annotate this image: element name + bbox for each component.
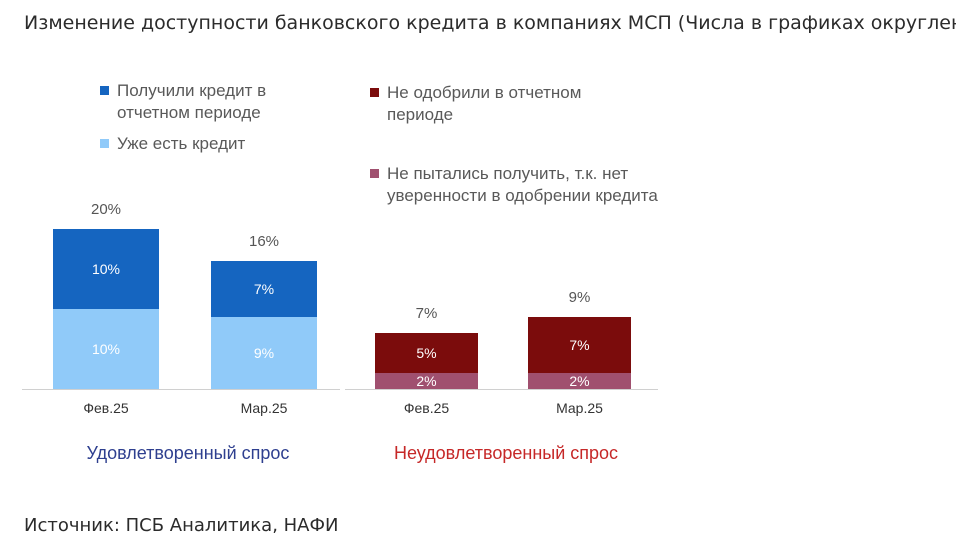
x-tick-label-g0-c0: Фев.25 xyxy=(83,400,129,416)
legend-swatch-not-tried xyxy=(370,169,379,178)
bar-value-label-g1-c0-s1: 5% xyxy=(416,345,436,361)
bar-total-label-g1-c1: 9% xyxy=(569,289,591,306)
bar-value-label-g0-c1-s0: 9% xyxy=(254,345,274,361)
bar-segment-g0-c1-s1 xyxy=(211,261,317,317)
legend-label-got-credit: Получили кредит в отчетном периоде xyxy=(117,81,267,122)
source-note: Источник: ПСБ Аналитика, НАФИ xyxy=(24,515,339,536)
group-label-1: Неудовлетворенный спрос xyxy=(394,443,618,463)
legend-swatch-not-approved xyxy=(370,88,379,97)
bar-total-label-g0-c1: 16% xyxy=(249,233,279,250)
legend-not-approved: Не одобрили в отчетном периоде xyxy=(370,82,630,126)
bar-segment-g0-c0-s0 xyxy=(53,309,159,389)
legend-swatch-has-credit xyxy=(100,139,109,148)
legend-not-tried: Не пытались получить, т.к. нет увереннос… xyxy=(370,163,670,207)
legend-got-credit: Получили кредит в отчетном периоде xyxy=(100,80,320,124)
bar-segment-g1-c0-s0 xyxy=(375,373,478,389)
bar-total-label-g0-c0: 20% xyxy=(91,201,121,218)
legend-has-credit: Уже есть кредит xyxy=(100,133,320,155)
bar-segment-g1-c1-s0 xyxy=(528,373,631,389)
x-tick-label-g1-c0: Фев.25 xyxy=(404,400,450,416)
legend-label-has-credit: Уже есть кредит xyxy=(117,134,246,153)
bar-segment-g1-c0-s1 xyxy=(375,333,478,373)
x-tick-label-g0-c1: Мар.25 xyxy=(241,400,288,416)
bar-value-label-g0-c1-s1: 7% xyxy=(254,281,274,297)
legend-label-not-tried: Не пытались получить, т.к. нет увереннос… xyxy=(387,164,658,205)
bar-value-label-g1-c1-s1: 7% xyxy=(569,337,589,353)
bar-total-label-g1-c0: 7% xyxy=(416,305,438,322)
bar-value-label-g1-c0-s0: 2% xyxy=(416,373,436,389)
group-label-0: Удовлетворенный спрос xyxy=(87,443,290,463)
bar-segment-g0-c1-s0 xyxy=(211,317,317,389)
bar-segment-g1-c1-s1 xyxy=(528,317,631,373)
bar-value-label-g0-c0-s0: 10% xyxy=(92,341,120,357)
x-tick-label-g1-c1: Мар.25 xyxy=(556,400,603,416)
chart-title: Изменение доступности банковского кредит… xyxy=(24,12,956,34)
legend-label-not-approved: Не одобрили в отчетном периоде xyxy=(387,83,582,124)
bar-segment-g0-c0-s1 xyxy=(53,229,159,309)
bar-value-label-g1-c1-s0: 2% xyxy=(569,373,589,389)
legend-swatch-got-credit xyxy=(100,86,109,95)
bar-value-label-g0-c0-s1: 10% xyxy=(92,261,120,277)
